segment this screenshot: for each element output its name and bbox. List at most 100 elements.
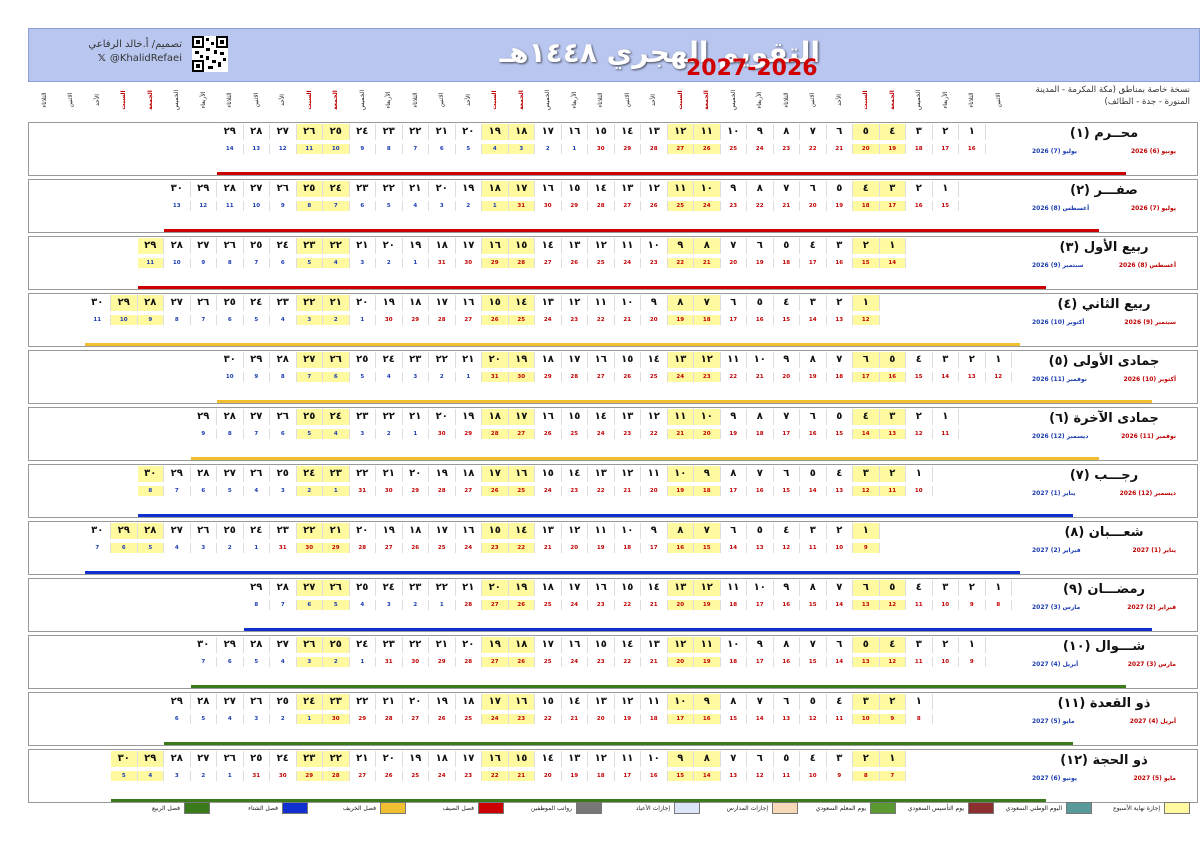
gregorian-day: 9 xyxy=(350,144,376,154)
month-name: جمادى الأولى (٥) xyxy=(1048,354,1160,369)
gregorian-end-month: مايو (5) 2027 xyxy=(1032,718,1075,725)
season-bar xyxy=(243,628,1152,631)
hijri-day: ١٨ xyxy=(403,523,429,539)
month-name: محــرم (١) xyxy=(1069,126,1139,141)
month-row xyxy=(28,350,1198,404)
hijri-day: ٢٨ xyxy=(244,124,270,140)
hijri-day: ٤ xyxy=(879,637,906,653)
gregorian-day: 21 xyxy=(508,771,535,781)
hijri-day: ١٨ xyxy=(482,181,509,197)
gregorian-day: 12 xyxy=(747,771,774,781)
gregorian-day: 1 xyxy=(217,771,244,781)
hijri-day: ٢ xyxy=(933,124,959,140)
hijri-day: ٥ xyxy=(827,181,853,197)
gregorian-day: 18 xyxy=(853,201,880,211)
legend-label: فصل الربيع xyxy=(151,805,180,812)
weekday-header: السبت xyxy=(305,90,313,110)
gregorian-day: 3 xyxy=(350,429,376,439)
gregorian-day: 1 xyxy=(482,201,509,211)
hijri-day: ١٩ xyxy=(403,238,429,254)
gregorian-day: 21 xyxy=(615,315,641,325)
hijri-day: ١٦ xyxy=(562,637,588,653)
hijri-day: ١٧ xyxy=(562,352,588,368)
gregorian-day: 30 xyxy=(508,372,535,382)
gregorian-day: 24 xyxy=(562,657,588,667)
gregorian-day: 20 xyxy=(667,657,694,667)
legend-swatch xyxy=(674,802,700,814)
hijri-day: ١٨ xyxy=(429,751,456,767)
gregorian-day: 4 xyxy=(270,657,297,667)
gregorian-day: 24 xyxy=(615,258,641,268)
hijri-day: ٦ xyxy=(853,352,880,368)
gregorian-end-month: سبتمبر (9) 2026 xyxy=(1032,262,1084,269)
hijri-day: ٢١ xyxy=(429,124,456,140)
hijri-day: ١٤ xyxy=(562,694,588,710)
edition-note: نسخة خاصة بمناطق (مكة المكرمة - المدينة … xyxy=(1035,85,1190,107)
hijri-day: ١٥ xyxy=(508,238,535,254)
hijri-day: ١ xyxy=(959,637,986,653)
hijri-day: ٢٣ xyxy=(403,352,429,368)
hijri-day: ٢١ xyxy=(323,523,350,539)
gregorian-day: 11 xyxy=(879,486,906,496)
gregorian-end-month: يناير (1) 2027 xyxy=(1032,490,1076,497)
hijri-day: ٧ xyxy=(747,466,774,482)
gregorian-start-month: أكتوبر (10) 2026 xyxy=(1123,376,1176,383)
gregorian-day: 26 xyxy=(641,201,668,211)
gregorian-day: 10 xyxy=(164,258,191,268)
gregorian-day: 29 xyxy=(323,543,350,553)
hijri-day: ٧ xyxy=(800,637,827,653)
hijri-day: ١٩ xyxy=(376,523,403,539)
hijri-day: ٩ xyxy=(721,409,747,425)
gregorian-day: 11 xyxy=(774,771,800,781)
gregorian-day: 20 xyxy=(721,258,747,268)
gregorian-day: 27 xyxy=(482,657,509,667)
hijri-day: ٢٣ xyxy=(323,694,350,710)
gregorian-day: 28 xyxy=(429,486,456,496)
weekday-header: الاثنين xyxy=(438,92,446,108)
legend-item: إجازة نهاية الأسبوع xyxy=(1092,802,1190,816)
hijri-day: ٩ xyxy=(747,124,774,140)
weekday-header: الثلاثاء xyxy=(968,92,976,108)
gregorian-start-month: مايو (5) 2027 xyxy=(1133,775,1176,782)
hijri-day: ٢٧ xyxy=(244,409,270,425)
gregorian-day: 7 xyxy=(403,144,429,154)
gregorian-day: 6 xyxy=(296,600,323,610)
gregorian-day: 28 xyxy=(456,657,482,667)
gregorian-day: 28 xyxy=(323,771,350,781)
hijri-day: ٢٤ xyxy=(244,523,270,539)
hijri-day: ٩ xyxy=(667,751,694,767)
hijri-day: ٢١ xyxy=(350,238,376,254)
weekday-header: الأحد xyxy=(279,94,287,106)
hijri-day: ١٣ xyxy=(667,580,694,596)
gregorian-day: 17 xyxy=(800,258,827,268)
hijri-day: ٢٤ xyxy=(323,409,350,425)
gregorian-day: 15 xyxy=(853,258,880,268)
hijri-day: ٥ xyxy=(879,352,906,368)
gregorian-day: 23 xyxy=(721,201,747,211)
gregorian-day: 20 xyxy=(667,600,694,610)
hijri-day: ١٧ xyxy=(508,409,535,425)
gregorian-day: 1 xyxy=(562,144,588,154)
hijri-day: ٢٩ xyxy=(191,181,217,197)
gregorian-day: 4 xyxy=(164,543,191,553)
hijri-day: ١ xyxy=(879,238,906,254)
gregorian-day: 31 xyxy=(508,201,535,211)
legend-label: فصل الخريف xyxy=(342,805,376,812)
gregorian-day: 24 xyxy=(535,486,562,496)
gregorian-day: 21 xyxy=(641,657,668,667)
gregorian-day: 1 xyxy=(429,600,456,610)
hijri-day: ١٠ xyxy=(667,694,694,710)
hijri-day: ٢٨ xyxy=(164,238,191,254)
hijri-day: ١٢ xyxy=(694,580,721,596)
hijri-day: ١٩ xyxy=(376,295,403,311)
gregorian-day: 12 xyxy=(800,714,827,724)
gregorian-day: 29 xyxy=(296,771,323,781)
month-name: رمضـــان (٩) xyxy=(1062,582,1145,597)
season-bar xyxy=(217,400,1152,403)
gregorian-day: 31 xyxy=(350,486,376,496)
hijri-day: ٢٤ xyxy=(350,637,376,653)
hijri-day: ٦ xyxy=(747,751,774,767)
gregorian-day: 7 xyxy=(244,258,270,268)
weekday-header: الاثنين xyxy=(252,92,260,108)
